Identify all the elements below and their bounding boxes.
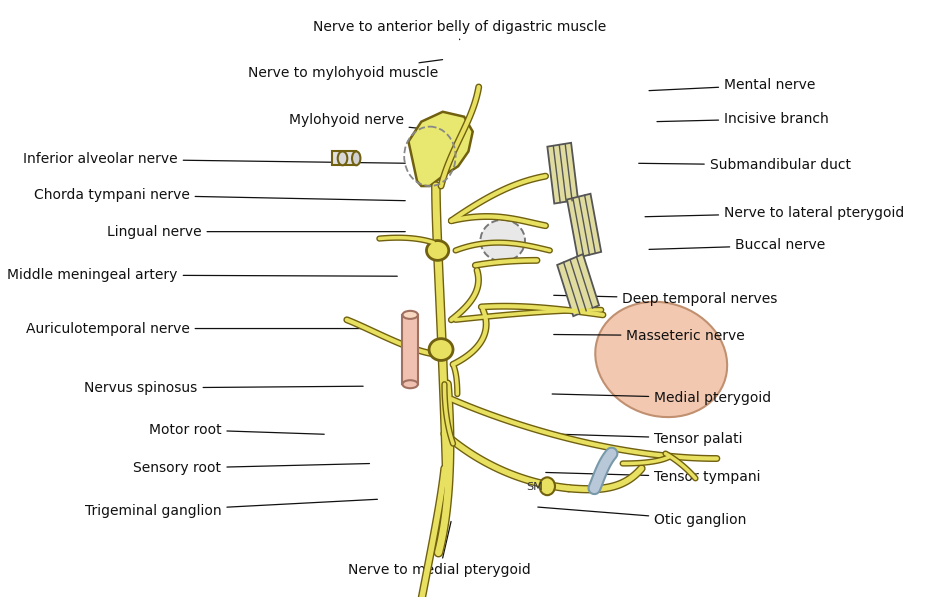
Text: Buccal nerve: Buccal nerve [649, 238, 825, 253]
Text: SM: SM [526, 482, 542, 492]
Polygon shape [547, 143, 578, 203]
Polygon shape [557, 254, 599, 316]
Text: Mylohyoid nerve: Mylohyoid nerve [288, 113, 437, 130]
Ellipse shape [337, 151, 348, 165]
Text: Incisive branch: Incisive branch [657, 112, 829, 125]
Text: Medial pterygoid: Medial pterygoid [552, 391, 771, 405]
Ellipse shape [402, 380, 418, 388]
Text: Sensory root: Sensory root [133, 461, 370, 475]
Text: Tensor tympani: Tensor tympani [546, 470, 761, 484]
Text: Nerve to medial pterygoid: Nerve to medial pterygoid [349, 521, 531, 577]
Text: Mental nerve: Mental nerve [649, 78, 816, 92]
Ellipse shape [429, 338, 453, 361]
Text: Auriculotemporal nerve: Auriculotemporal nerve [26, 322, 364, 335]
Text: Nervus spinosus: Nervus spinosus [84, 381, 363, 395]
Ellipse shape [352, 151, 361, 165]
Text: Inferior alveolar nerve: Inferior alveolar nerve [23, 152, 405, 166]
Text: Lingual nerve: Lingual nerve [107, 224, 405, 239]
Polygon shape [409, 112, 473, 186]
Text: Nerve to mylohyoid muscle: Nerve to mylohyoid muscle [248, 59, 442, 80]
Polygon shape [567, 194, 602, 257]
Text: Tensor palati: Tensor palati [546, 431, 743, 446]
Ellipse shape [480, 220, 525, 262]
Text: Masseteric nerve: Masseteric nerve [553, 329, 745, 343]
Text: Submandibular duct: Submandibular duct [639, 158, 851, 172]
Text: Nerve to anterior belly of digastric muscle: Nerve to anterior belly of digastric mus… [313, 20, 606, 40]
Text: Middle meningeal artery: Middle meningeal artery [7, 268, 398, 282]
FancyBboxPatch shape [332, 151, 356, 165]
Text: Deep temporal nerves: Deep temporal nerves [553, 292, 778, 306]
Ellipse shape [426, 241, 449, 260]
Ellipse shape [402, 311, 418, 319]
Text: Chorda tympani nerve: Chorda tympani nerve [33, 188, 405, 202]
Text: Nerve to lateral pterygoid: Nerve to lateral pterygoid [645, 206, 905, 220]
Text: Otic ganglion: Otic ganglion [538, 507, 746, 527]
Ellipse shape [595, 302, 727, 417]
Text: Trigeminal ganglion: Trigeminal ganglion [84, 499, 377, 518]
Circle shape [540, 478, 555, 495]
Text: Motor root: Motor root [148, 422, 324, 437]
FancyBboxPatch shape [402, 315, 418, 384]
